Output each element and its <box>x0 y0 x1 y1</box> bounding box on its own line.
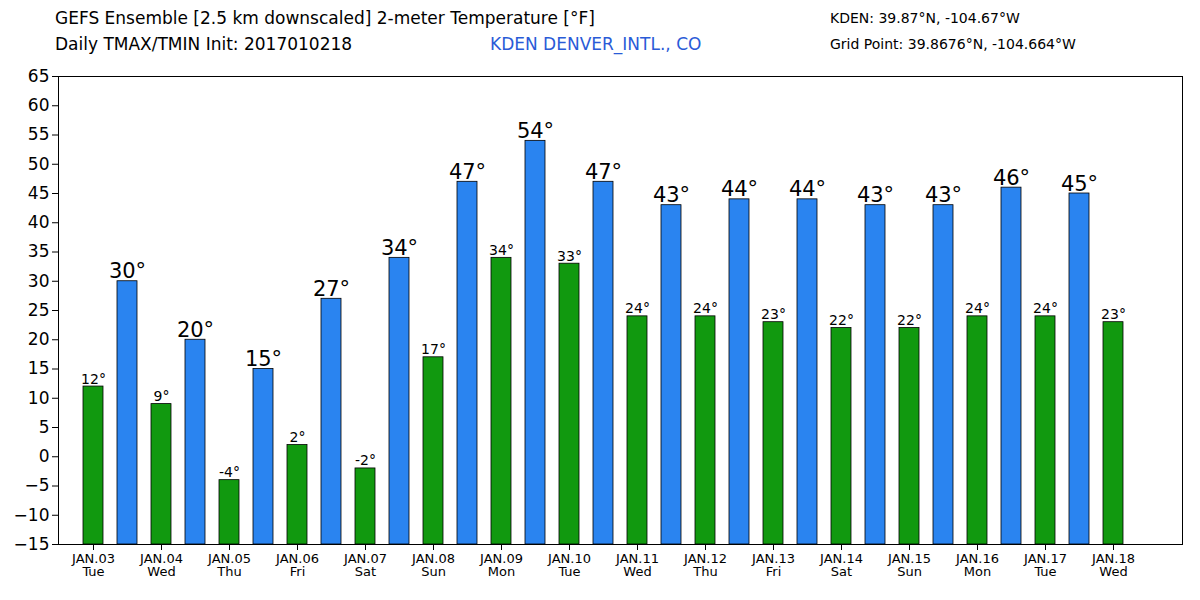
html-text:GEFS Ensemble [2.5 km downscal: GEFS Ensemble [2.5 km downscaled] 2-mete… <box>55 8 595 28</box>
html-text:Grid Point: 39.8676°N, -104.66: Grid Point: 39.8676°N, -104.664°W <box>830 36 1076 52</box>
svg-text:23°: 23° <box>1101 306 1126 322</box>
svg-text:15°: 15° <box>245 347 282 371</box>
html-text:KDEN: 39.87°N, -104.67°W: KDEN: 39.87°N, -104.67°W <box>830 10 1020 26</box>
svg-text:45: 45 <box>28 183 50 203</box>
svg-text:24°: 24° <box>625 300 650 316</box>
svg-text:2°: 2° <box>290 429 306 445</box>
svg-text:30°: 30° <box>109 259 146 283</box>
svg-text:43°: 43° <box>857 183 894 207</box>
svg-text:JAN.10Tue: JAN.10Tue <box>547 551 591 579</box>
svg-text:23°: 23° <box>761 306 786 322</box>
svg-text:JAN.11Wed: JAN.11Wed <box>615 551 659 579</box>
svg-text:JAN.15Sun: JAN.15Sun <box>887 551 931 579</box>
svg-text:30: 30 <box>28 271 50 291</box>
svg-text:5: 5 <box>39 417 50 437</box>
svg-text:JAN.16Mon: JAN.16Mon <box>955 551 999 579</box>
svg-text:44°: 44° <box>721 177 758 201</box>
svg-text:−5: −5 <box>24 475 49 495</box>
svg-text:24°: 24° <box>965 300 990 316</box>
svg-text:27°: 27° <box>313 277 350 301</box>
svg-text:-2°: -2° <box>355 452 376 468</box>
svg-text:−15: −15 <box>14 534 50 554</box>
svg-text:60: 60 <box>28 95 50 115</box>
svg-text:24°: 24° <box>1033 300 1058 316</box>
svg-text:-4°: -4° <box>219 464 240 480</box>
svg-text:33°: 33° <box>557 248 582 264</box>
svg-text:43°: 43° <box>925 183 962 207</box>
svg-text:20°: 20° <box>177 318 214 342</box>
svg-text:−10: −10 <box>14 505 50 525</box>
svg-text:JAN.04Wed: JAN.04Wed <box>139 551 183 579</box>
svg-text:17°: 17° <box>421 341 446 357</box>
svg-text:50: 50 <box>28 154 50 174</box>
svg-text:JAN.12Thu: JAN.12Thu <box>683 551 727 579</box>
html-text:KDEN DENVER_INTL., CO: KDEN DENVER_INTL., CO <box>490 34 702 54</box>
svg-text:40: 40 <box>28 212 50 232</box>
svg-text:34°: 34° <box>489 242 514 258</box>
svg-text:22°: 22° <box>897 312 922 328</box>
svg-text:0: 0 <box>39 446 50 466</box>
svg-text:54°: 54° <box>517 119 554 143</box>
svg-text:JAN.08Sun: JAN.08Sun <box>411 551 455 579</box>
svg-text:47°: 47° <box>449 160 486 184</box>
svg-text:43°: 43° <box>653 183 690 207</box>
svg-text:24°: 24° <box>693 300 718 316</box>
svg-text:45°: 45° <box>1061 172 1098 196</box>
svg-text:JAN.05Thu: JAN.05Thu <box>207 551 251 579</box>
svg-text:12°: 12° <box>81 371 106 387</box>
svg-text:JAN.17Tue: JAN.17Tue <box>1023 551 1067 579</box>
svg-text:JAN.06Fri: JAN.06Fri <box>275 551 319 579</box>
svg-text:JAN.03Tue: JAN.03Tue <box>71 551 115 579</box>
html-text:Daily TMAX/TMIN Init: 20170102: Daily TMAX/TMIN Init: 2017010218 <box>55 34 353 54</box>
svg-text:22°: 22° <box>829 312 854 328</box>
svg-text:20: 20 <box>28 329 50 349</box>
svg-text:35: 35 <box>28 241 50 261</box>
svg-text:47°: 47° <box>585 160 622 184</box>
svg-text:46°: 46° <box>993 166 1030 190</box>
svg-text:JAN.07Sat: JAN.07Sat <box>343 551 387 579</box>
svg-text:15: 15 <box>28 358 50 378</box>
svg-text:25: 25 <box>28 300 50 320</box>
svg-text:10: 10 <box>28 388 50 408</box>
svg-text:JAN.13Fri: JAN.13Fri <box>751 551 795 579</box>
svg-text:44°: 44° <box>789 177 826 201</box>
svg-text:9°: 9° <box>154 388 170 404</box>
svg-text:34°: 34° <box>381 236 418 260</box>
svg-text:JAN.09Mon: JAN.09Mon <box>479 551 523 579</box>
svg-text:65: 65 <box>28 66 50 86</box>
svg-text:JAN.14Sat: JAN.14Sat <box>819 551 863 579</box>
svg-text:55: 55 <box>28 124 50 144</box>
svg-text:JAN.18Wed: JAN.18Wed <box>1091 551 1135 579</box>
